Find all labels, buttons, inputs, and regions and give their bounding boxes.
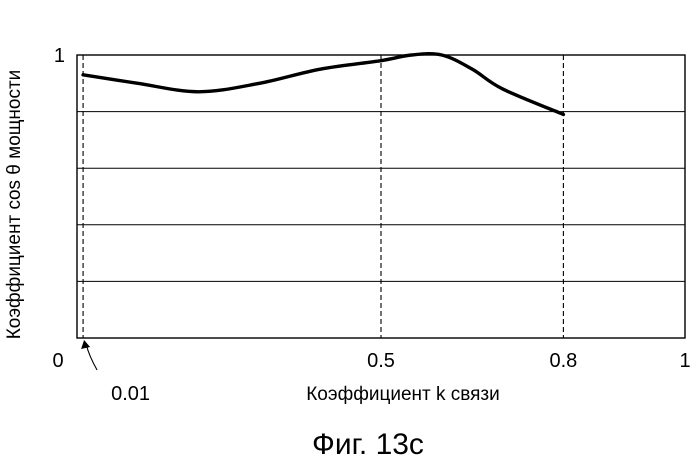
tick-labels: 0 0.5 0.8 1 1 (52, 45, 690, 372)
x-axis-label: Коэффициент k связи (306, 384, 500, 405)
x-tick-label-0: 0 (52, 350, 63, 372)
annotation-arrowhead (81, 340, 90, 349)
annotation-0.01: 0.01 (81, 340, 150, 405)
series-line-0 (83, 54, 563, 115)
reference-lines (83, 55, 563, 338)
series-layer (83, 54, 563, 115)
x-tick-label-1: 1 (679, 350, 690, 372)
x-tick-label-0.5: 0.5 (367, 350, 395, 372)
annotation-label: 0.01 (111, 383, 150, 405)
annotation-arrow (86, 344, 97, 370)
x-tick-label-0.8: 0.8 (549, 350, 577, 372)
y-tick-label-1: 1 (54, 45, 65, 67)
y-axis-label: Коэффициент cos θ мощности (4, 70, 25, 340)
figure-caption: Фиг. 13с (312, 428, 424, 461)
